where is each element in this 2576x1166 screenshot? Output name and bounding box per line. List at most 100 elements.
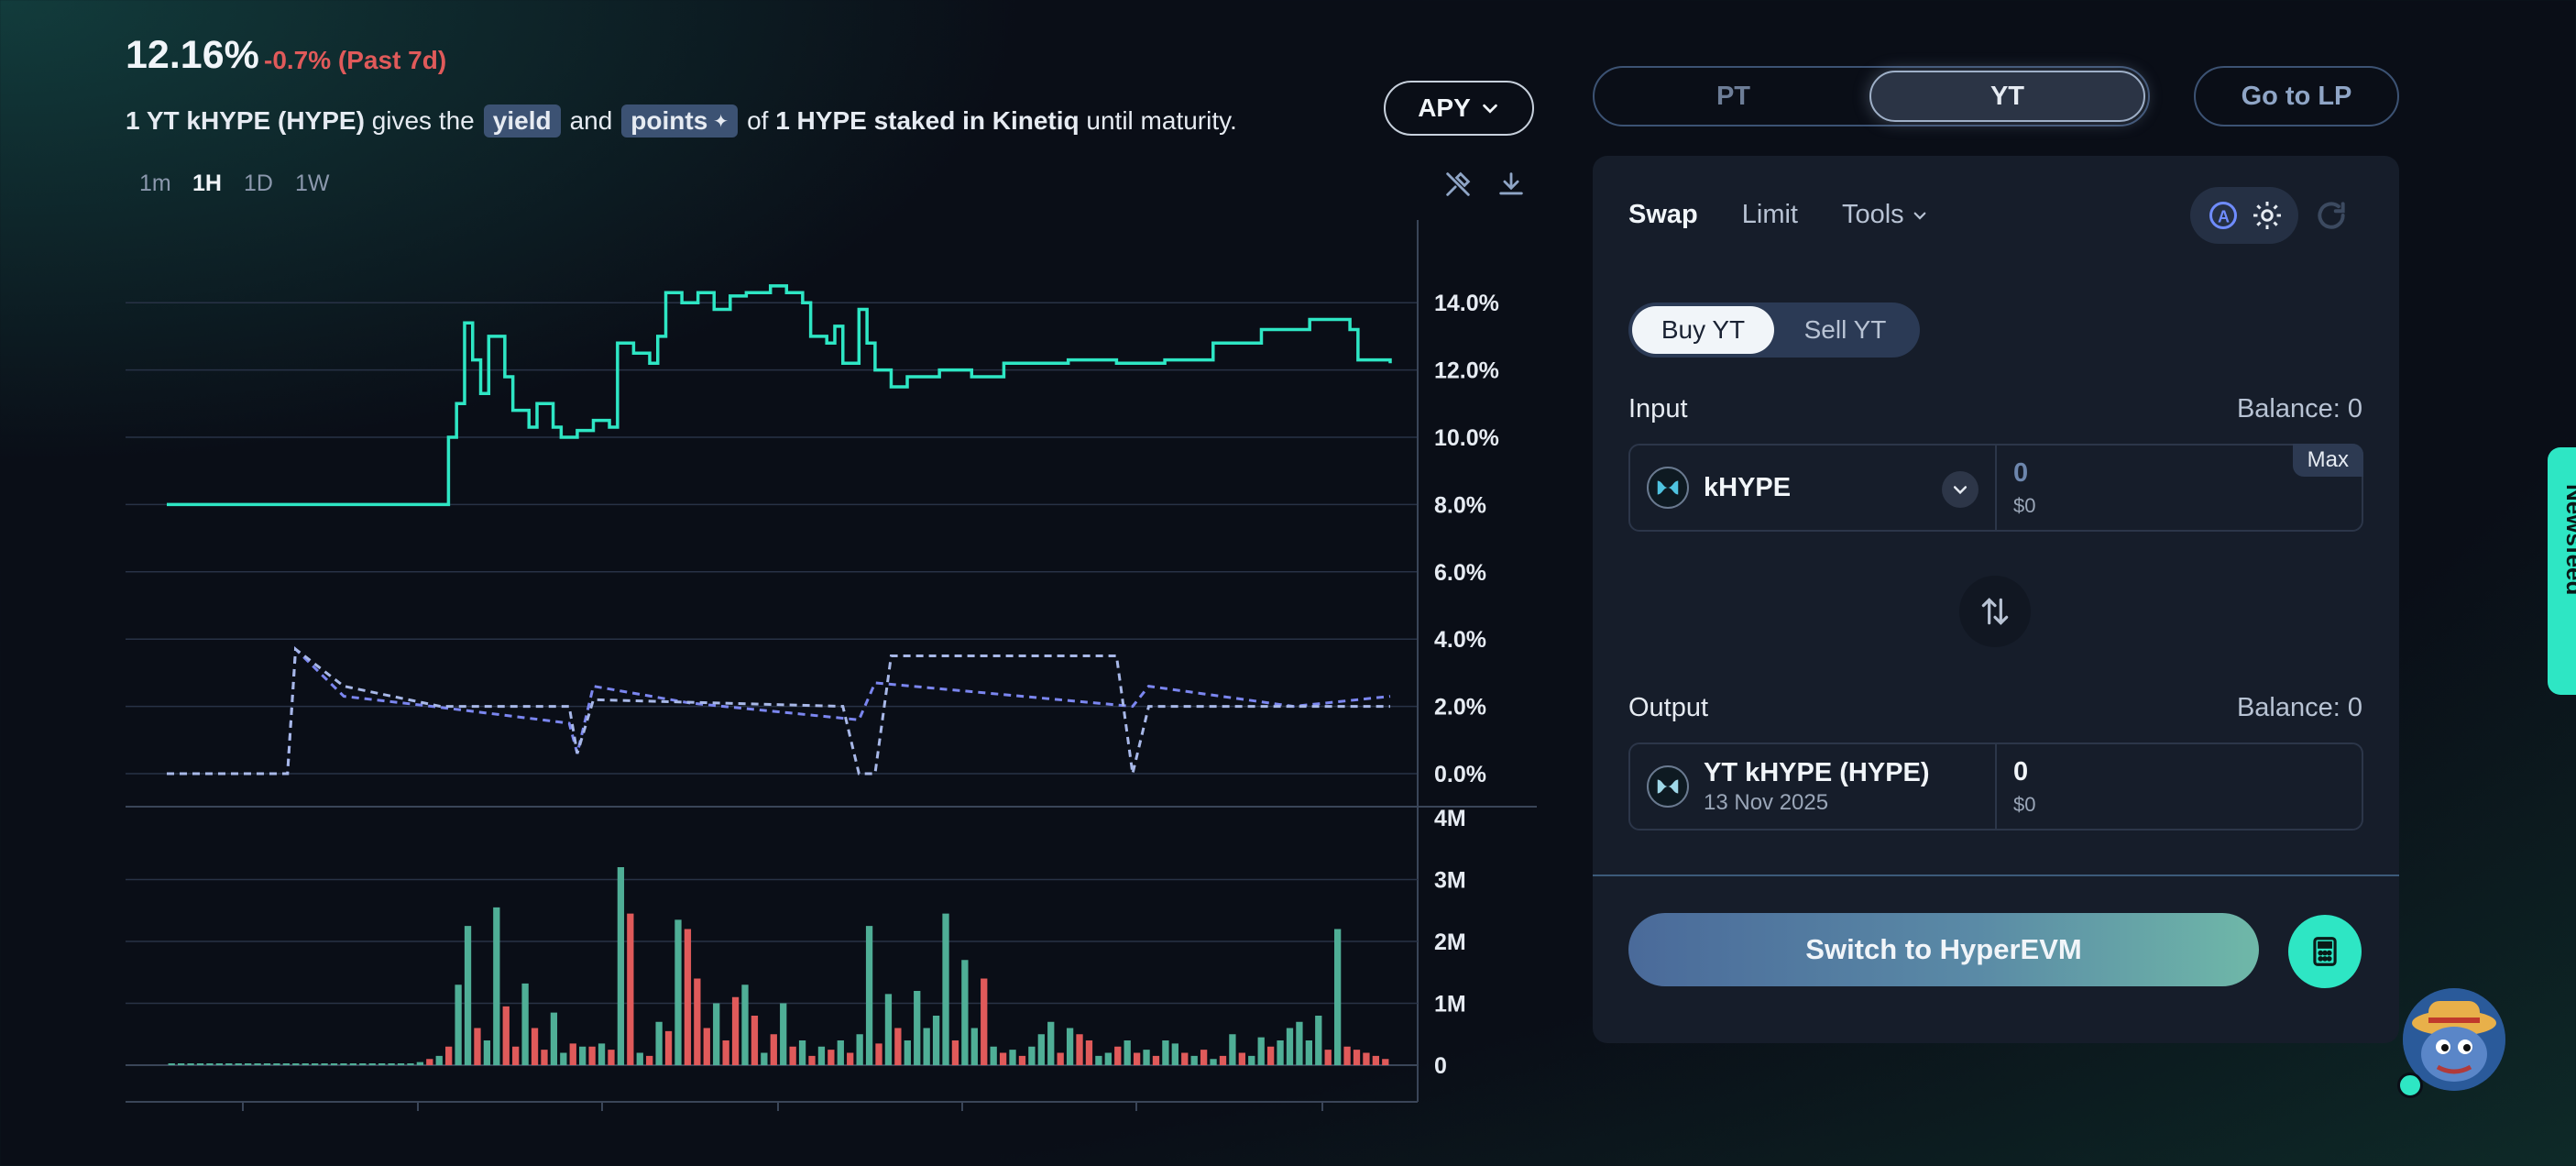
volume-bar <box>483 1040 491 1065</box>
volume-tick-label: 2M <box>1434 930 1466 955</box>
volume-bar <box>541 1050 548 1065</box>
until-text: until maturity. <box>1086 106 1237 135</box>
trade-tabs: Swap Limit Tools <box>1628 200 1928 230</box>
apy-tick-label: 6.0% <box>1434 560 1486 586</box>
volume-bar <box>1066 1028 1074 1065</box>
volume-bar <box>1200 1050 1208 1065</box>
volume-bar <box>1296 1021 1303 1065</box>
volume-bar <box>1114 1046 1122 1065</box>
volume-bar <box>215 1063 224 1065</box>
volume-bar <box>330 1063 338 1065</box>
volume-bar <box>694 978 701 1065</box>
volume-bar <box>397 1063 405 1065</box>
volume-bar <box>301 1063 309 1065</box>
swap-arrows-icon <box>1981 598 2009 625</box>
volume-bar <box>904 1040 911 1065</box>
volume-bar <box>865 926 873 1065</box>
timeframe-1m[interactable]: 1m <box>139 170 171 196</box>
volume-bar <box>1286 1028 1294 1065</box>
volume-bar <box>1210 1059 1217 1065</box>
swap-direction-button[interactable] <box>1959 576 2031 647</box>
apy-tick-label: 10.0% <box>1434 425 1499 451</box>
volume-bar <box>368 1063 376 1065</box>
pt-yt-toggle: PT YT <box>1593 66 2150 126</box>
volume-bar <box>464 926 472 1065</box>
volume-bar <box>349 1063 357 1065</box>
input-amount[interactable]: 0 <box>2013 458 2029 488</box>
metric-label: APY <box>1418 94 1471 122</box>
volume-bar <box>588 1046 596 1065</box>
token-dropdown-button[interactable] <box>1942 471 1979 508</box>
volume-bar <box>798 1040 806 1065</box>
output-token: YT kHYPE (HYPE) 13 Nov 2025 <box>1630 744 1997 829</box>
apy-volume-chart[interactable]: 14.0% 12.0% 10.0% 8.0% 6.0% 4.0% 2.0% 0.0% 4M 3M… <box>126 220 1537 1118</box>
sell-yt-button[interactable]: Sell YT <box>1803 315 1887 344</box>
volume-bar <box>1229 1034 1236 1065</box>
volume-bar <box>168 1063 175 1065</box>
buy-yt-button[interactable]: Buy YT <box>1632 306 1774 354</box>
input-token-name: kHYPE <box>1704 472 1792 502</box>
max-button[interactable]: Max <box>2292 444 2363 477</box>
volume-bar <box>1382 1059 1389 1065</box>
user-avatar[interactable] <box>2403 988 2505 1091</box>
volume-bar <box>741 984 749 1065</box>
volume-bar <box>990 1046 997 1065</box>
volume-bar <box>847 1052 854 1065</box>
volume-bar <box>608 1050 615 1065</box>
newsfeed-tab[interactable]: Newsfeed <box>2548 447 2576 695</box>
volume-bar <box>961 960 969 1065</box>
volume-bar <box>388 1063 395 1065</box>
volume-bar <box>875 1043 882 1065</box>
khype-logo-icon <box>1657 480 1679 495</box>
tab-tools[interactable]: Tools <box>1842 200 1928 230</box>
input-balance: Balance: 0 <box>2236 394 2362 424</box>
series-line-2 <box>167 646 1390 776</box>
toggle-pt[interactable]: PT <box>1716 81 1751 111</box>
volume-bar <box>493 907 500 1065</box>
go-to-lp-button[interactable]: Go to LP <box>2194 66 2399 126</box>
volume-bar <box>617 867 625 1065</box>
wrench-screwdriver-icon[interactable] <box>1442 169 1474 200</box>
stake-text: 1 HYPE staked in Kinetiq <box>775 106 1080 135</box>
series-line-0 <box>167 284 1392 507</box>
volume-bar <box>273 1063 280 1065</box>
volume-bar <box>225 1063 233 1065</box>
refresh-icon[interactable] <box>2314 198 2349 233</box>
gear-icon[interactable] <box>2251 199 2284 232</box>
metric-dropdown[interactable]: APY <box>1384 81 1534 136</box>
tab-swap[interactable]: Swap <box>1628 200 1698 229</box>
volume-bar <box>560 1052 567 1065</box>
volume-bar <box>731 996 740 1065</box>
volume-bar <box>703 1028 710 1065</box>
switch-network-button[interactable]: Switch to HyperEVM <box>1628 913 2259 986</box>
volume-bar <box>312 1063 319 1065</box>
tab-limit[interactable]: Limit <box>1741 200 1798 229</box>
volume-bar <box>455 984 462 1065</box>
volume-bar <box>837 1040 844 1065</box>
timeframe-1w[interactable]: 1W <box>295 170 330 196</box>
input-label: Input <box>1628 394 1688 424</box>
volume-bar <box>808 1055 816 1065</box>
apy-axis-labels: 14.0% 12.0% 10.0% 8.0% 6.0% 4.0% 2.0% 0.0% <box>1434 291 1499 787</box>
auto-icon[interactable]: A <box>2207 199 2240 232</box>
timeframe-1d[interactable]: 1D <box>244 170 273 196</box>
volume-bar <box>646 1055 653 1065</box>
volume-bar <box>1085 1040 1093 1065</box>
yield-chip[interactable]: yield <box>483 104 561 138</box>
volume-bar <box>263 1063 271 1065</box>
volume-bar <box>416 1062 424 1065</box>
volume-bar <box>1028 1046 1036 1065</box>
input-token-selector[interactable]: kHYPE <box>1630 446 1997 530</box>
download-icon[interactable] <box>1496 169 1527 200</box>
input-amount-area[interactable]: 0 $0 Max <box>1997 444 2363 530</box>
volume-bar <box>713 1003 720 1065</box>
points-chip[interactable]: points ✦ <box>621 104 739 138</box>
volume-bar <box>751 1016 759 1065</box>
calculator-button[interactable] <box>2288 915 2362 988</box>
buy-sell-toggle: Buy YT Sell YT <box>1628 302 1920 358</box>
toggle-yt[interactable]: YT <box>1869 71 2145 122</box>
volume-bar <box>359 1063 367 1065</box>
timeframe-1h[interactable]: 1H <box>192 170 222 196</box>
apy-tick-label: 14.0% <box>1434 291 1499 316</box>
apy-tick-label: 8.0% <box>1434 492 1486 518</box>
